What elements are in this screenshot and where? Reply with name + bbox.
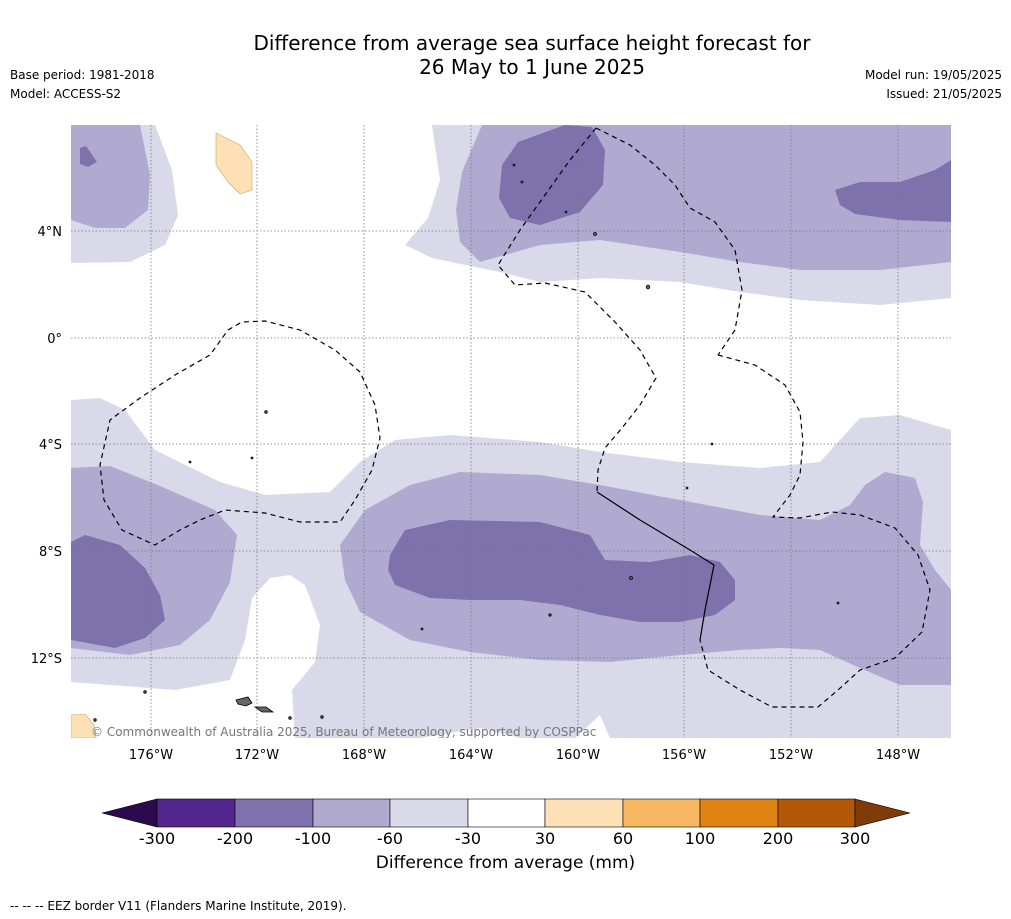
band-strong-sw [71, 535, 165, 648]
island-c [188, 460, 192, 464]
lat-label-4n: 4°N [38, 225, 63, 240]
colorbar-tick: -60 [377, 829, 403, 848]
colorbar-tick: 30 [535, 829, 555, 848]
lat-axis: 4°N 0° 4°S 8°S 12°S [31, 225, 62, 667]
colorbar-bin-1 [156, 798, 236, 828]
lat-label-12s: 12°S [31, 652, 62, 667]
eez-cook-islands [699, 354, 931, 708]
island-n [512, 163, 516, 167]
eez-kiribati-line [497, 127, 657, 493]
lon-label-152w: 152°W [769, 748, 813, 763]
colorbar-ticks: -300 -200 -100 -60 -30 30 60 100 200 300 [139, 829, 870, 848]
band-positive-sw [71, 713, 97, 738]
lat-label-8s: 8°S [39, 545, 62, 560]
island-k [143, 690, 147, 694]
colorbar-bin-6 [544, 798, 624, 828]
map-panel: © Commonwealth of Australia 2025, Bureau… [71, 125, 951, 739]
colorbar-tick: -100 [295, 829, 331, 848]
colorbar-bin-4 [389, 798, 469, 828]
eez-solid-boundary [596, 491, 715, 641]
colorbar-bin-8 [699, 798, 779, 828]
graticule [71, 125, 951, 738]
model-run: Model run: 19/05/2025 [864, 68, 1002, 82]
lat-label-0: 0° [47, 332, 62, 347]
island-d [593, 232, 597, 236]
colorbar-extend-high [854, 798, 911, 828]
island-l [836, 601, 840, 605]
band-strong-south [388, 520, 735, 622]
island-h [629, 576, 633, 580]
colorbar-label: Difference from average (mm) [375, 853, 636, 873]
colorbar-tick: -200 [217, 829, 253, 848]
base-period: Base period: 1981-2018 [10, 68, 155, 82]
island-r [93, 718, 97, 722]
band-strong-nw-speck [80, 146, 97, 167]
colorbar-bin-5 [467, 798, 546, 828]
lon-label-176w: 176°W [129, 748, 173, 763]
island-upolu [253, 706, 275, 713]
colorbar [101, 798, 911, 828]
lon-label-156w: 156°W [662, 748, 706, 763]
island-e [645, 284, 651, 290]
colorbar-bin-2 [234, 798, 314, 828]
issued-date: Issued: 21/05/2025 [886, 87, 1002, 101]
eez-borders [99, 127, 931, 708]
meta-left: Base period: 1981-2018 Model: ACCESS-S2 [10, 66, 155, 104]
island-savaii [235, 696, 253, 707]
eez-solid-segment [596, 491, 715, 641]
lon-label-160w: 160°W [556, 748, 600, 763]
islands [93, 163, 840, 722]
island-b [250, 456, 254, 460]
lon-label-168w: 168°W [342, 748, 386, 763]
colorbar-tick: 100 [685, 829, 716, 848]
eez-footnote: -- -- -- EEZ border V11 (Flanders Marine… [10, 899, 347, 913]
island-g [685, 486, 689, 490]
island-p [288, 716, 292, 720]
island-j [420, 627, 424, 631]
lon-axis: 176°W 172°W 168°W 164°W 160°W 156°W 152°… [129, 748, 920, 763]
copyright-text: © Commonwealth of Australia 2025, Bureau… [91, 725, 596, 739]
island-f [710, 442, 714, 446]
colorbar-tick: -30 [455, 829, 481, 848]
title-line-1: Difference from average sea surface heig… [253, 31, 811, 55]
colorbar-tick: 200 [763, 829, 794, 848]
title-line-2: 26 May to 1 June 2025 [419, 55, 645, 79]
eez-tokelau [99, 320, 381, 546]
band-mid-nw [71, 125, 150, 228]
land-patch-north [215, 132, 253, 195]
lon-label-164w: 164°W [449, 748, 493, 763]
lon-label-172w: 172°W [235, 748, 279, 763]
anomaly-band-positive-30-60 [71, 132, 253, 738]
colorbar-tick: 300 [840, 829, 871, 848]
island-m [520, 180, 524, 184]
island-i [548, 613, 552, 617]
colorbar-bin-9 [777, 798, 856, 828]
band-strong-ne [835, 160, 951, 222]
colorbar-tick: 60 [613, 829, 633, 848]
colorbar-extend-low [101, 798, 158, 828]
eez-kiribati-phoenix [595, 127, 743, 356]
colorbar-bin-3 [312, 798, 391, 828]
meta-right: Model run: 19/05/2025 Issued: 21/05/2025 [865, 66, 1002, 104]
chart-title: Difference from average sea surface heig… [0, 31, 1011, 79]
colorbar-bin-7 [622, 798, 701, 828]
lon-label-148w: 148°W [876, 748, 920, 763]
island-a [264, 410, 268, 414]
island-o [564, 210, 568, 214]
island-q [320, 715, 324, 719]
colorbar-tick: -300 [139, 829, 175, 848]
lat-label-4s: 4°S [39, 438, 62, 453]
model-name: Model: ACCESS-S2 [10, 87, 122, 101]
